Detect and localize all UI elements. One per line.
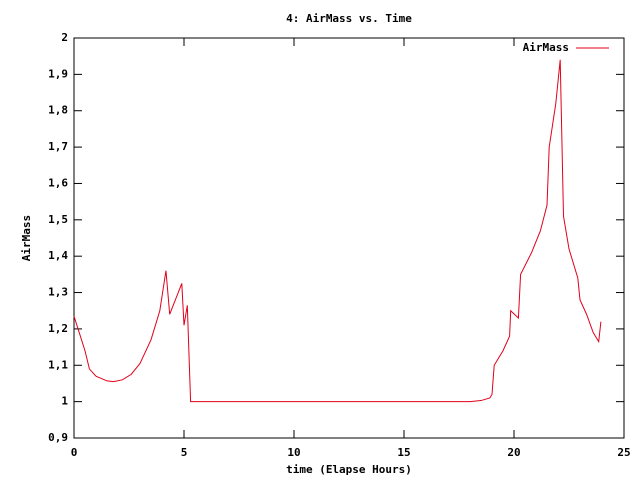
y-tick-label: 1,8: [48, 104, 68, 117]
x-tick-label: 25: [617, 446, 630, 459]
y-tick-label: 1,6: [48, 176, 68, 189]
data-line: [73, 59, 602, 403]
y-tick-label: 1,3: [48, 286, 68, 299]
x-tick-label: 15: [397, 446, 410, 459]
y-axis-label: AirMass: [20, 215, 33, 261]
y-tick-label: 0,9: [48, 431, 68, 444]
y-tick-label: 1,9: [48, 67, 68, 80]
x-axis-label: time (Elapse Hours): [286, 463, 412, 476]
x-tick-label: 5: [181, 446, 188, 459]
plot-frame: [73, 37, 625, 439]
x-tick-label: 20: [507, 446, 520, 459]
legend-label: AirMass: [523, 41, 569, 54]
y-tick-label: 1,2: [48, 322, 68, 335]
y-tick-label: 1,4: [48, 249, 68, 262]
y-tick-label: 1,5: [48, 213, 68, 226]
y-tick-label: 1,1: [48, 358, 68, 371]
chart-title: 4: AirMass vs. Time: [286, 12, 412, 25]
y-tick-label: 1,7: [48, 140, 68, 153]
x-tick-label: 0: [71, 446, 78, 459]
x-tick-label: 10: [287, 446, 300, 459]
y-tick-label: 2: [61, 31, 68, 44]
y-tick-label: 1: [61, 395, 68, 408]
